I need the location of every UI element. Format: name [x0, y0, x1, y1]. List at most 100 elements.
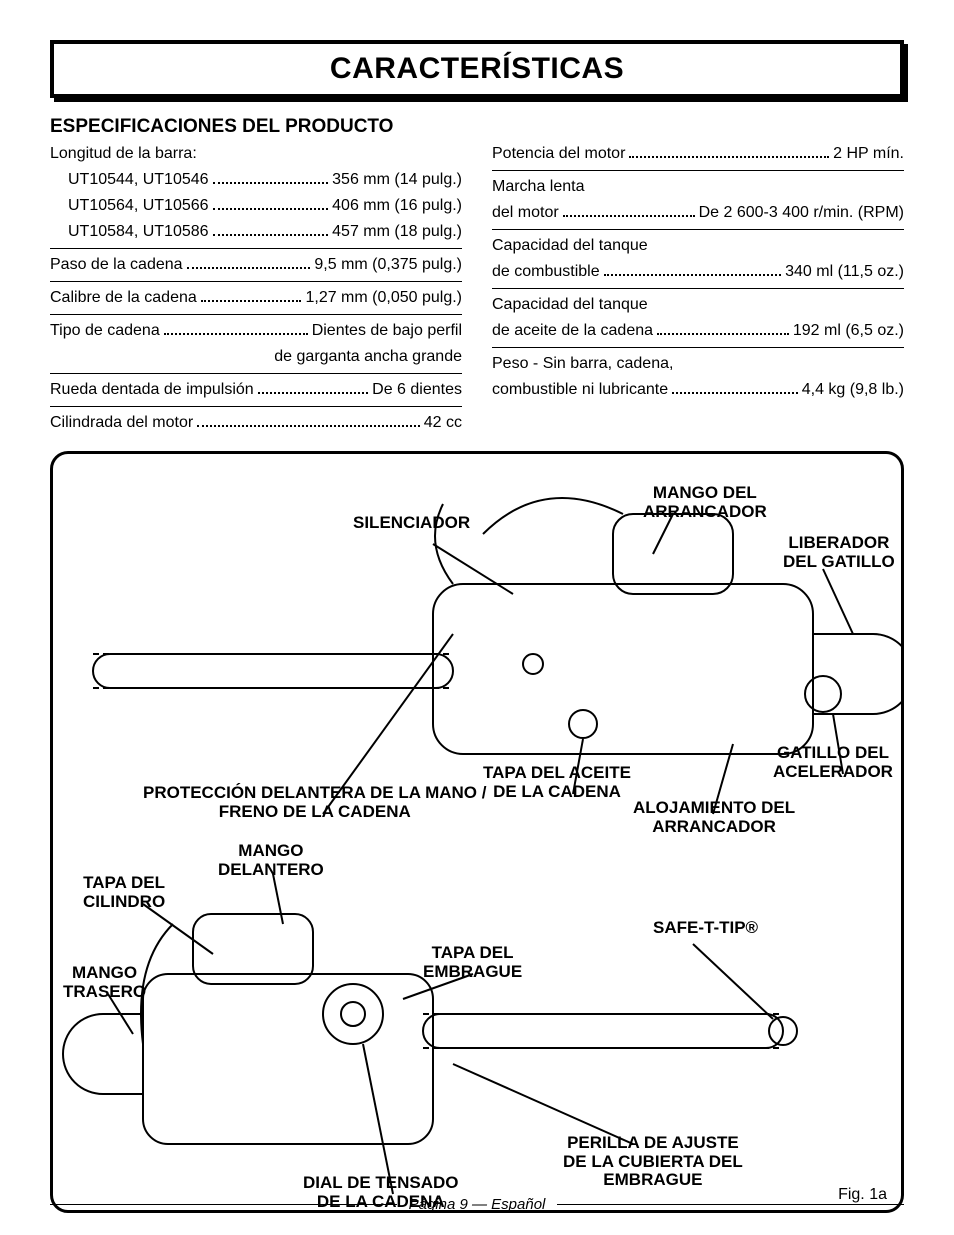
- spec-row: Potencia del motor 2 HP mín.: [492, 142, 904, 166]
- divider: [492, 229, 904, 230]
- spec-label: Marcha lenta: [492, 175, 904, 199]
- spec-value: 1,27 mm (0,050 pulg.): [305, 286, 462, 310]
- callout-line: ACELERADOR: [773, 762, 893, 781]
- callout-line: EMBRAGUE: [603, 1170, 702, 1189]
- callout-alojamiento: ALOJAMIENTO DEL ARRANCADOR: [633, 799, 795, 836]
- spec-label: Capacidad del tanque: [492, 293, 904, 317]
- spec-label: de combustible: [492, 260, 600, 284]
- spec-row: de combustible 340 ml (11,5 oz.): [492, 260, 904, 284]
- spec-label: Peso - Sin barra, cadena,: [492, 352, 904, 376]
- spec-row: Calibre de la cadena 1,27 mm (0,050 pulg…: [50, 286, 462, 310]
- spec-label: UT10584, UT10586: [68, 220, 209, 244]
- spec-columns: Longitud de la barra: UT10544, UT10546 3…: [50, 142, 904, 437]
- spec-value: De 2 600-3 400 r/min. (RPM): [699, 201, 904, 225]
- dot-leader: [187, 267, 311, 269]
- spec-label: Paso de la cadena: [50, 253, 183, 277]
- spec-label: del motor: [492, 201, 559, 225]
- bar-length-label: Longitud de la barra:: [50, 142, 462, 166]
- spec-label: Cilindrada del motor: [50, 411, 193, 435]
- divider: [50, 406, 462, 407]
- spec-row: UT10544, UT10546 356 mm (14 pulg.): [50, 168, 462, 192]
- callout-line: TAPA DEL: [83, 873, 165, 892]
- callout-perilla: PERILLA DE AJUSTE DE LA CUBIERTA DEL EMB…: [563, 1134, 743, 1190]
- dot-leader: [629, 156, 829, 158]
- spec-row: Paso de la cadena 9,5 mm (0,375 pulg.): [50, 253, 462, 277]
- spec-value: 457 mm (18 pulg.): [332, 220, 462, 244]
- callout-mango-trasero: MANGO TRASERO: [63, 964, 146, 1001]
- spec-value: De 6 dientes: [372, 378, 462, 402]
- callout-proteccion: PROTECCIÓN DELANTERA DE LA MANO / FRENO …: [143, 784, 486, 821]
- callout-mango-delantero: MANGO DELANTERO: [218, 842, 324, 879]
- divider: [492, 288, 904, 289]
- spec-value-cont: de garganta ancha grande: [50, 345, 462, 369]
- dot-leader: [563, 215, 695, 217]
- dot-leader: [201, 300, 302, 302]
- spec-row: de aceite de la cadena 192 ml (6,5 oz.): [492, 319, 904, 343]
- dot-leader: [213, 208, 329, 210]
- callout-line: PROTECCIÓN DELANTERA DE LA MANO /: [143, 783, 486, 802]
- callout-line: DELANTERO: [218, 860, 324, 879]
- spec-label: Calibre de la cadena: [50, 286, 197, 310]
- spec-row: UT10564, UT10566 406 mm (16 pulg.): [50, 194, 462, 218]
- spec-row: Cilindrada del motor 42 cc: [50, 411, 462, 435]
- callout-line: ARRANCADOR: [643, 502, 767, 521]
- callout-line: GATILLO DEL: [777, 743, 889, 762]
- dot-leader: [672, 392, 798, 394]
- callout-line: ARRANCADOR: [652, 817, 776, 836]
- dot-leader: [164, 333, 308, 335]
- title-box: CARACTERÍSTICAS: [50, 40, 904, 98]
- callout-line: TAPA DEL ACEITE: [483, 763, 631, 782]
- dot-leader: [258, 392, 368, 394]
- callout-gatillo: GATILLO DEL ACELERADOR: [773, 744, 893, 781]
- spec-value: 356 mm (14 pulg.): [332, 168, 462, 192]
- callout-line: TAPA DEL: [432, 943, 514, 962]
- callout-mango-arrancador: MANGO DEL ARRANCADOR: [643, 484, 767, 521]
- callout-liberador: LIBERADOR DEL GATILLO: [783, 534, 895, 571]
- callout-line: MANGO: [238, 841, 303, 860]
- spec-value: 4,4 kg (9,8 lb.): [802, 378, 904, 402]
- callout-tapa-aceite: TAPA DEL ACEITE DE LA CADENA: [483, 764, 631, 801]
- divider: [492, 170, 904, 171]
- callout-line: MANGO: [72, 963, 137, 982]
- divider: [50, 314, 462, 315]
- spec-label: combustible ni lubricante: [492, 378, 668, 402]
- spec-value: 2 HP mín.: [833, 142, 904, 166]
- dot-leader: [213, 234, 329, 236]
- callout-line: MANGO DEL: [653, 483, 757, 502]
- spec-row: combustible ni lubricante 4,4 kg (9,8 lb…: [492, 378, 904, 402]
- spec-label: Tipo de cadena: [50, 319, 160, 343]
- spec-value: 42 cc: [424, 411, 462, 435]
- spec-label: Potencia del motor: [492, 142, 625, 166]
- callout-line: DE LA CUBIERTA DEL: [563, 1152, 743, 1171]
- spec-value: Dientes de bajo perfil: [312, 319, 462, 343]
- callout-silenciador: SILENCIADOR: [353, 514, 470, 533]
- spec-col-right: Potencia del motor 2 HP mín. Marcha lent…: [492, 142, 904, 437]
- callout-line: CILINDRO: [83, 892, 165, 911]
- spec-label: Rueda dentada de impulsión: [50, 378, 254, 402]
- spec-row: Rueda dentada de impulsión De 6 dientes: [50, 378, 462, 402]
- footer-text: Página 9 — Español: [409, 1196, 546, 1213]
- callout-line: FRENO DE LA CADENA: [219, 802, 411, 821]
- callout-tapa-embrague: TAPA DEL EMBRAGUE: [423, 944, 522, 981]
- dot-leader: [213, 182, 329, 184]
- section-subtitle: ESPECIFICACIONES DEL PRODUCTO: [50, 116, 904, 138]
- callout-line: PERILLA DE AJUSTE: [567, 1133, 739, 1152]
- figure-box: SILENCIADOR MANGO DEL ARRANCADOR LIBERAD…: [50, 451, 904, 1213]
- callout-line: DIAL DE TENSADO: [303, 1173, 459, 1192]
- footer-line: [557, 1204, 904, 1205]
- divider: [492, 347, 904, 348]
- divider: [50, 281, 462, 282]
- spec-row: Tipo de cadena Dientes de bajo perfil: [50, 319, 462, 343]
- spec-col-left: Longitud de la barra: UT10544, UT10546 3…: [50, 142, 462, 437]
- spec-row: UT10584, UT10586 457 mm (18 pulg.): [50, 220, 462, 244]
- dot-leader: [657, 333, 789, 335]
- footer-line: [50, 1204, 397, 1205]
- callout-line: DEL GATILLO: [783, 552, 895, 571]
- spec-label: UT10564, UT10566: [68, 194, 209, 218]
- spec-value: 9,5 mm (0,375 pulg.): [314, 253, 462, 277]
- spec-value: 340 ml (11,5 oz.): [785, 260, 904, 284]
- callout-tapa-cilindro: TAPA DEL CILINDRO: [83, 874, 165, 911]
- callout-safe-t-tip: SAFE-T-TIP®: [653, 919, 758, 938]
- page-footer: Página 9 — Español: [50, 1196, 904, 1213]
- dot-leader: [197, 425, 420, 427]
